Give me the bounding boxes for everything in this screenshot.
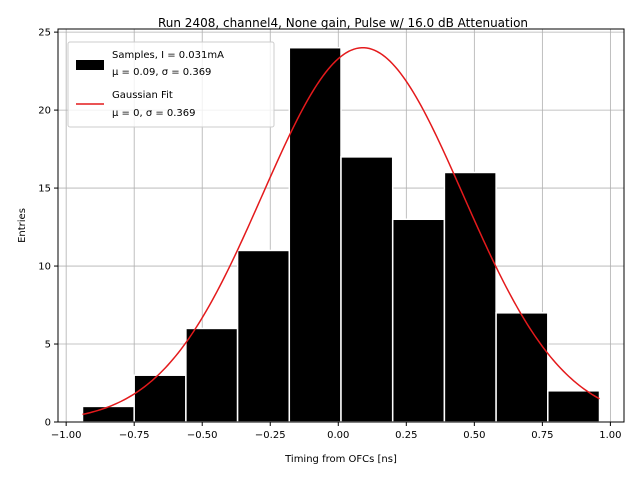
x-axis-ticks: −1.00 −0.75 −0.50 −0.25 0.00 0.25 0.50 0.75 1.00 [51, 422, 622, 441]
histogram-bar-8 [495, 312, 549, 423]
histogram-bars [81, 46, 601, 423]
legend-box [67, 41, 275, 128]
histogram-bar-4 [288, 46, 342, 423]
x-tick-label-3: −0.25 [255, 430, 286, 441]
x-axis-label: Timing from OFCs [ns] [284, 454, 397, 465]
legend-swatch-samples [76, 60, 104, 70]
y-tick-label-4: 20 [38, 106, 51, 117]
y-tick-label-3: 15 [38, 184, 51, 195]
legend: Samples, I = 0.031mA μ = 0.09, σ = 0.369… [67, 41, 275, 128]
histogram-bar-3 [236, 249, 291, 423]
legend-stats-fit: μ = 0, σ = 0.369 [112, 108, 196, 119]
x-tick-label-6: 0.50 [463, 430, 485, 441]
chart-title: Run 2408, channel4, None gain, Pulse w/ … [158, 16, 528, 30]
y-tick-label-0: 0 [45, 418, 51, 429]
legend-stats-samples: μ = 0.09, σ = 0.369 [112, 67, 211, 78]
x-tick-label-5: 0.25 [395, 430, 417, 441]
x-tick-label-7: 0.75 [531, 430, 553, 441]
histogram-bar-6 [391, 218, 446, 423]
plot-area-frame [57, 28, 625, 423]
histogram-bar-5 [340, 156, 394, 423]
y-tick-label-2: 10 [38, 262, 51, 273]
legend-label-samples: Samples, I = 0.031mA [112, 50, 224, 61]
y-tick-label-1: 5 [45, 340, 51, 351]
legend-label-fit: Gaussian Fit [112, 90, 173, 101]
x-tick-label-8: 1.00 [599, 430, 621, 441]
x-tick-label-0: −1.00 [51, 430, 82, 441]
x-tick-label-2: −0.50 [187, 430, 218, 441]
histogram-bar-7 [443, 171, 497, 423]
histogram-bar-0 [81, 405, 135, 423]
gaussian-fit-line [82, 46, 600, 416]
histogram-bar-9 [547, 390, 601, 423]
histogram-bar-1 [133, 374, 187, 423]
y-axis-ticks: 0 5 10 15 20 25 [38, 28, 58, 429]
y-axis-label: Entries [17, 208, 28, 243]
x-tick-label-4: 0.00 [327, 430, 349, 441]
histogram-bar-2 [185, 327, 239, 423]
x-tick-label-1: −0.75 [119, 430, 150, 441]
y-tick-label-5: 25 [38, 28, 51, 39]
